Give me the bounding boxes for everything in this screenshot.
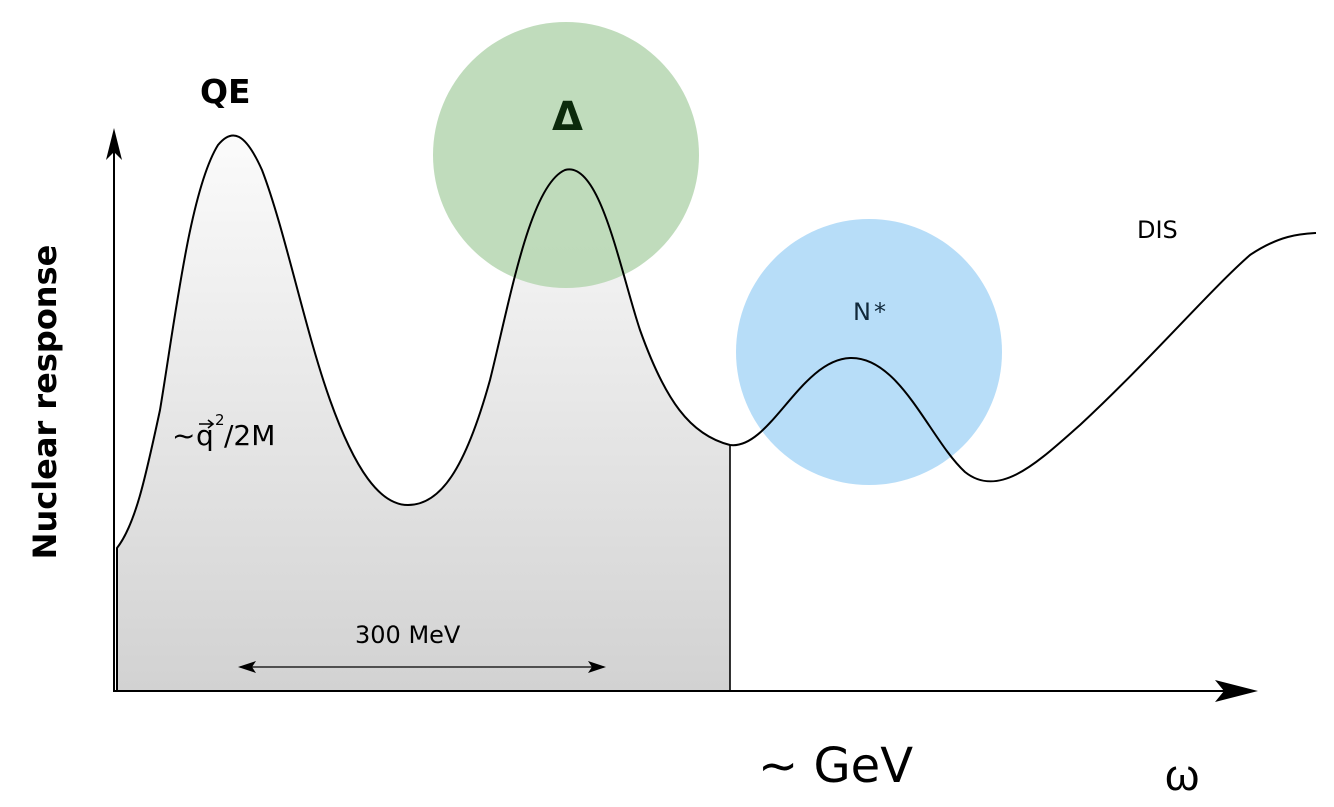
qe-formula-exp: 2 (215, 411, 225, 429)
width-label: 300 MeV (355, 621, 461, 649)
y-axis-arrow (106, 128, 122, 160)
nstar-label: N* (853, 298, 889, 326)
nstar-circle (736, 219, 1002, 485)
gev-label: ~ GeV (758, 738, 913, 794)
vector-arrow-icon (199, 419, 215, 429)
delta-circle (433, 22, 699, 288)
qe-formula-prefix: ~ (172, 419, 195, 452)
width-arrow-right-head (588, 661, 606, 673)
dis-label: DIS (1137, 216, 1178, 244)
qe-label: QE (200, 72, 251, 111)
delta-label: Δ (552, 94, 583, 140)
qe-formula-suffix: /2M (224, 419, 275, 452)
omega-label: ω (1165, 751, 1199, 800)
qe-formula: ~ q 2 /2M (172, 411, 275, 452)
x-axis-arrow (1215, 680, 1258, 702)
width-arrow-left-head (238, 661, 256, 673)
y-axis-label: Nuclear response (26, 245, 64, 560)
response-curve (116, 134, 1317, 691)
